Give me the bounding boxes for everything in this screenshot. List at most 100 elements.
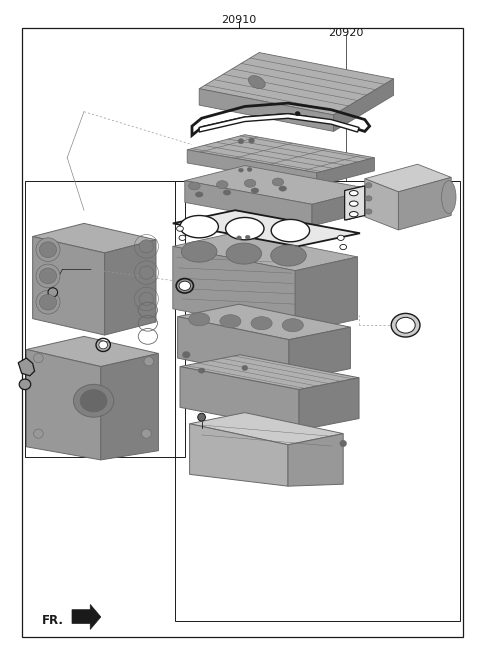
Ellipse shape [365, 196, 372, 201]
Ellipse shape [189, 313, 210, 326]
Ellipse shape [247, 168, 252, 171]
Ellipse shape [251, 188, 259, 193]
Ellipse shape [239, 168, 243, 172]
Polygon shape [187, 150, 317, 186]
Ellipse shape [220, 315, 241, 328]
Ellipse shape [99, 341, 108, 349]
Ellipse shape [349, 212, 358, 217]
Ellipse shape [226, 217, 264, 240]
Ellipse shape [36, 238, 60, 261]
Polygon shape [190, 424, 288, 486]
Bar [25, 181, 185, 457]
Polygon shape [33, 223, 156, 253]
Text: 20910: 20910 [221, 14, 256, 25]
Polygon shape [199, 114, 359, 132]
Ellipse shape [198, 413, 205, 421]
Ellipse shape [349, 191, 358, 196]
Ellipse shape [282, 319, 303, 332]
Ellipse shape [249, 138, 254, 143]
Ellipse shape [142, 429, 151, 438]
Ellipse shape [251, 317, 272, 330]
Polygon shape [187, 135, 374, 173]
Polygon shape [173, 246, 295, 333]
Polygon shape [289, 327, 350, 381]
Ellipse shape [34, 429, 43, 438]
Ellipse shape [245, 235, 250, 239]
Ellipse shape [242, 365, 248, 371]
Ellipse shape [48, 288, 58, 297]
Ellipse shape [349, 201, 358, 206]
Ellipse shape [177, 226, 183, 231]
Polygon shape [299, 378, 359, 430]
Ellipse shape [139, 240, 154, 253]
Ellipse shape [365, 183, 372, 188]
Polygon shape [26, 336, 158, 367]
Ellipse shape [340, 440, 347, 447]
Text: 20920: 20920 [328, 28, 363, 38]
Polygon shape [180, 355, 359, 390]
Polygon shape [72, 604, 101, 629]
Polygon shape [312, 189, 372, 226]
Ellipse shape [80, 390, 107, 412]
Polygon shape [317, 158, 374, 186]
Ellipse shape [39, 294, 57, 310]
Ellipse shape [237, 236, 241, 240]
Ellipse shape [337, 235, 344, 240]
Polygon shape [173, 210, 360, 246]
Polygon shape [334, 79, 394, 131]
Polygon shape [101, 353, 158, 460]
Ellipse shape [73, 384, 114, 417]
Ellipse shape [223, 190, 231, 195]
Polygon shape [105, 240, 156, 335]
Ellipse shape [182, 351, 190, 358]
Ellipse shape [238, 139, 244, 144]
Ellipse shape [36, 290, 60, 314]
Bar [175, 181, 460, 621]
Ellipse shape [19, 379, 31, 390]
Polygon shape [178, 304, 350, 340]
Ellipse shape [391, 313, 420, 337]
Polygon shape [178, 317, 289, 381]
Ellipse shape [248, 76, 265, 89]
Ellipse shape [181, 241, 217, 262]
Ellipse shape [271, 245, 306, 266]
Ellipse shape [226, 243, 262, 264]
Ellipse shape [244, 179, 256, 187]
Ellipse shape [144, 357, 154, 366]
Polygon shape [190, 413, 343, 445]
Ellipse shape [271, 219, 310, 242]
Polygon shape [185, 181, 312, 226]
Polygon shape [185, 166, 372, 204]
Ellipse shape [189, 182, 200, 190]
Polygon shape [398, 177, 451, 230]
Ellipse shape [396, 317, 415, 333]
Ellipse shape [39, 268, 57, 284]
Ellipse shape [179, 235, 186, 240]
Text: FR.: FR. [42, 614, 64, 627]
Ellipse shape [179, 281, 191, 290]
Polygon shape [33, 237, 105, 335]
Ellipse shape [139, 292, 154, 306]
Ellipse shape [295, 112, 300, 116]
Polygon shape [295, 257, 358, 333]
Ellipse shape [39, 242, 57, 258]
Polygon shape [365, 179, 398, 230]
Ellipse shape [340, 244, 347, 250]
Ellipse shape [272, 178, 284, 186]
Polygon shape [26, 350, 101, 460]
Polygon shape [18, 358, 35, 376]
Ellipse shape [195, 192, 203, 197]
Ellipse shape [36, 264, 60, 288]
Polygon shape [173, 233, 358, 271]
Ellipse shape [279, 186, 287, 191]
Polygon shape [345, 186, 365, 220]
Polygon shape [288, 434, 343, 486]
Polygon shape [180, 367, 299, 430]
Ellipse shape [365, 209, 372, 214]
Ellipse shape [34, 353, 43, 363]
Ellipse shape [180, 215, 218, 238]
Ellipse shape [216, 181, 228, 189]
Ellipse shape [198, 368, 205, 373]
Polygon shape [365, 164, 451, 192]
Polygon shape [199, 89, 334, 131]
